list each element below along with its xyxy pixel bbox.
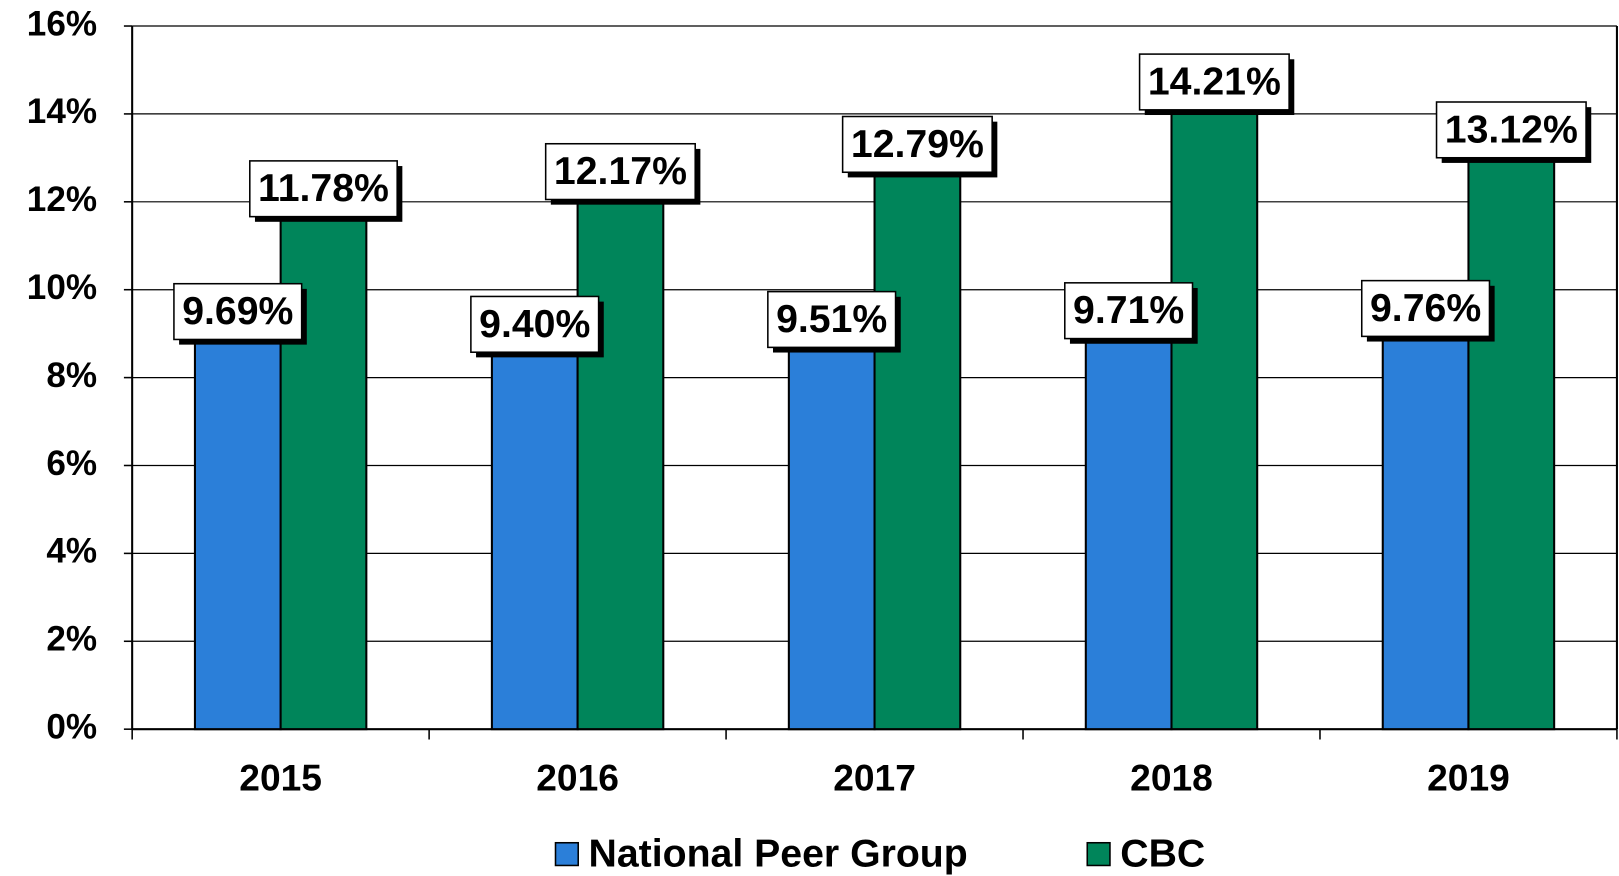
- value-label-box: [841, 115, 993, 174]
- value-label-box: [1138, 53, 1290, 111]
- value-label-text: 9.69%: [182, 289, 293, 333]
- value-label: 9.71%: [1064, 282, 1198, 344]
- legend-swatch: [1086, 841, 1111, 867]
- y-tick-label: 16%: [27, 4, 97, 43]
- bar: [1170, 103, 1259, 731]
- y-tick-label: 2%: [46, 620, 97, 659]
- bar: [1467, 151, 1556, 731]
- y-tick-label: 10%: [27, 268, 97, 307]
- y-tick-label: 6%: [46, 444, 97, 483]
- value-label: 13.12%: [1435, 101, 1592, 163]
- value-label: 9.51%: [767, 290, 901, 353]
- value-label-box: [249, 160, 398, 218]
- y-tick-label: 4%: [46, 532, 97, 571]
- bar: [873, 166, 962, 731]
- y-tick-label: 14%: [27, 92, 97, 131]
- bar: [1084, 301, 1173, 731]
- bar: [787, 310, 876, 731]
- value-label: 14.21%: [1138, 53, 1295, 116]
- value-label-box: [1360, 279, 1491, 338]
- value-label-text: 14.21%: [1148, 59, 1281, 103]
- value-label: 11.78%: [249, 160, 403, 222]
- value-label-box: [767, 290, 897, 349]
- legend-label: National Peer Group: [589, 832, 968, 876]
- value-label: 9.40%: [470, 295, 604, 358]
- value-label-text: 12.17%: [554, 149, 687, 193]
- x-tick-label: 2017: [833, 757, 916, 799]
- value-label-text: 9.51%: [776, 297, 887, 341]
- bar: [193, 302, 282, 731]
- value-label: 12.17%: [544, 142, 701, 205]
- value-label: 12.79%: [841, 115, 998, 178]
- value-label-text: 9.76%: [1370, 286, 1481, 330]
- value-label-text: 9.40%: [479, 302, 590, 346]
- value-label-box: [470, 295, 600, 353]
- legend-label: CBC: [1120, 832, 1205, 876]
- value-label-text: 12.79%: [851, 122, 984, 166]
- value-label: 9.69%: [173, 282, 307, 345]
- value-label-box: [173, 282, 303, 341]
- y-tick-label: 0%: [46, 707, 97, 746]
- x-tick-label: 2018: [1130, 757, 1213, 799]
- x-tick-label: 2019: [1427, 757, 1510, 799]
- y-tick-label: 12%: [27, 180, 97, 219]
- value-label-text: 11.78%: [258, 166, 389, 210]
- x-tick-label: 2016: [536, 757, 619, 799]
- x-tick-label: 2015: [239, 757, 322, 799]
- value-label-text: 9.71%: [1073, 288, 1184, 332]
- legend-swatch: [554, 841, 579, 867]
- bar: [576, 193, 665, 731]
- value-label-box: [544, 142, 696, 201]
- y-tick-label: 8%: [46, 356, 97, 395]
- value-label-text: 13.12%: [1445, 107, 1578, 151]
- value-label-box: [1064, 282, 1194, 340]
- value-label-box: [1435, 101, 1587, 159]
- bar: [490, 315, 579, 731]
- bar: [1381, 299, 1470, 731]
- value-label: 9.76%: [1360, 279, 1495, 342]
